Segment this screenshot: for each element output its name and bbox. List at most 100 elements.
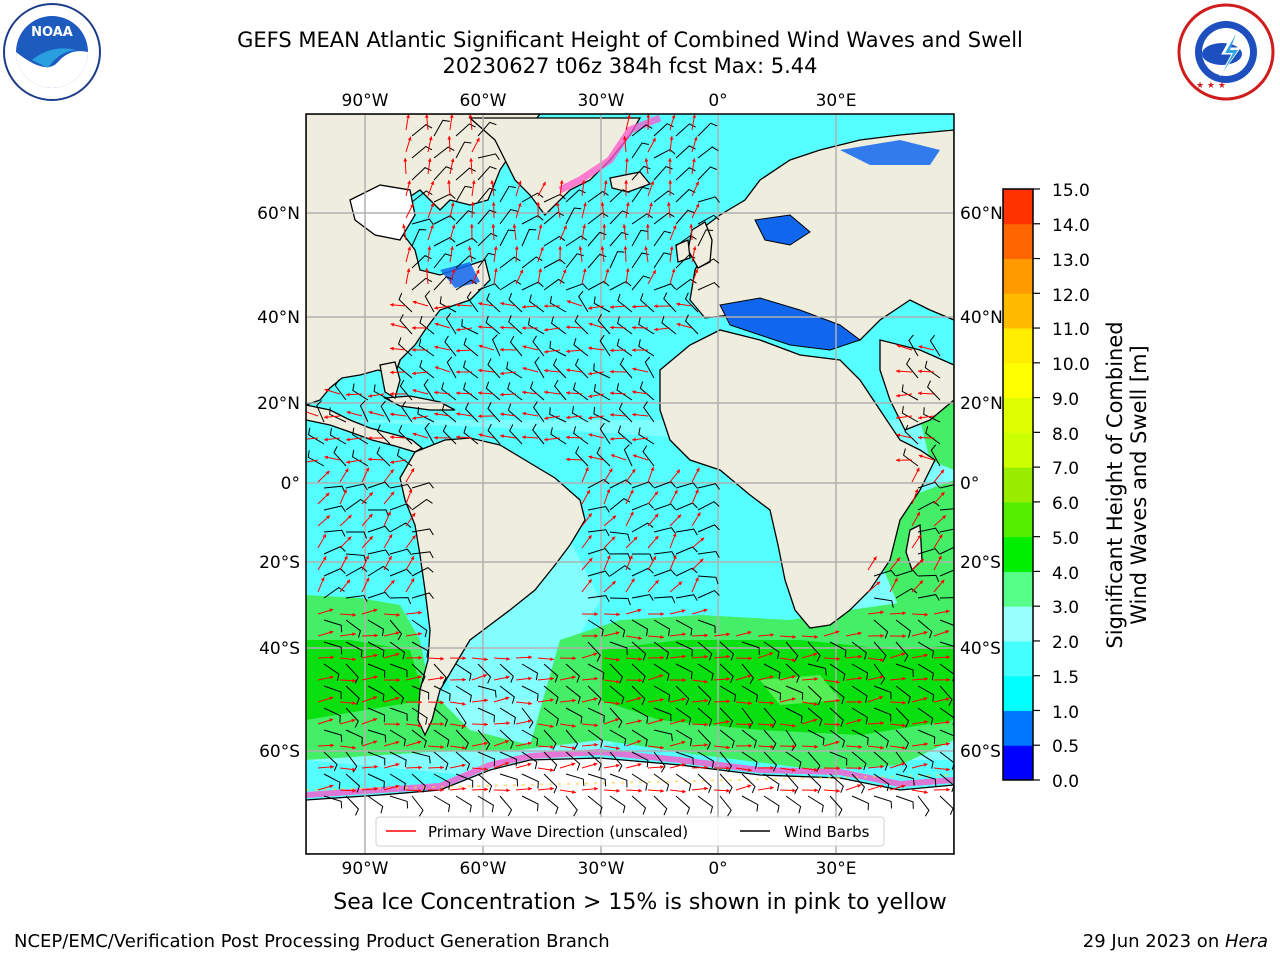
wind-barb <box>587 795 603 815</box>
wind-barb <box>565 207 582 225</box>
wind-barb <box>719 685 737 703</box>
wave-direction-arrowhead <box>484 787 488 792</box>
wave-direction-arrows <box>306 114 951 794</box>
wind-barb <box>433 237 456 247</box>
wind-barb <box>367 795 384 814</box>
wave-direction-arrowhead <box>693 136 698 141</box>
wind-barb <box>352 383 369 401</box>
wave-direction-arrowhead <box>418 655 422 660</box>
wave-direction-arrowhead <box>412 326 416 330</box>
wave-direction-arrowhead <box>506 656 510 661</box>
wind-barb <box>455 255 476 269</box>
wave-direction-arrowhead <box>572 723 576 728</box>
wave-direction-arrowhead <box>703 608 708 613</box>
wave-direction-arrowhead <box>632 454 637 458</box>
wind-barb <box>623 444 633 467</box>
wave-direction-arrowhead <box>450 202 455 207</box>
wave-direction-arrowhead <box>528 786 532 791</box>
bottom-lon-label: 30°W <box>578 859 625 879</box>
wind-barb <box>904 424 919 445</box>
wave-direction-arrowhead <box>610 369 614 374</box>
wind-barb <box>653 252 671 269</box>
right-lat-label: 20°S <box>960 553 1001 573</box>
wind-barb <box>697 550 720 558</box>
wind-barb <box>462 360 479 379</box>
wave-direction-arrowhead <box>632 437 636 442</box>
wind-barb <box>697 795 714 814</box>
wind-barb <box>675 795 691 815</box>
wind-barb <box>345 553 367 563</box>
wind-barbs <box>307 119 954 817</box>
wind-barb <box>619 357 633 379</box>
wave-direction-arrowhead <box>791 675 796 679</box>
wave-direction-arrowhead <box>320 577 325 582</box>
wind-barb <box>851 729 869 745</box>
wind-barb <box>609 685 625 705</box>
graticule <box>306 114 954 854</box>
wave-direction-arrowhead <box>365 467 370 472</box>
wind-barb <box>463 337 479 357</box>
wind-barb <box>367 685 385 702</box>
wind-barb <box>455 141 472 159</box>
wave-direction-arrowhead <box>434 345 439 350</box>
wind-barb <box>851 685 868 703</box>
wave-direction-arrowhead <box>813 718 818 723</box>
barents-sea <box>840 140 940 165</box>
wind-barb <box>433 663 447 684</box>
wave-direction-arrowhead <box>681 697 686 702</box>
wind-barb <box>741 685 759 703</box>
wave-direction-arrowhead <box>550 676 554 681</box>
wave-direction-arrowhead <box>550 745 554 749</box>
wave-direction-arrowhead <box>373 608 378 613</box>
wave-direction-arrowhead <box>901 762 906 767</box>
wave-direction-arrowhead <box>814 634 818 639</box>
wave-direction-arrowhead <box>417 740 422 745</box>
wave-direction-arrowhead <box>946 677 950 682</box>
wave-direction-arrowhead <box>726 654 730 659</box>
wave-direction-arrowhead <box>692 114 697 119</box>
wave-direction-arrowhead <box>402 224 406 228</box>
wave-direction-arrowhead <box>873 556 877 561</box>
colorbar-band <box>1003 258 1033 294</box>
wave-direction-arrowhead <box>588 322 593 327</box>
wind-barb <box>675 123 696 137</box>
wind-barb <box>895 619 911 638</box>
wind-barb <box>521 192 544 203</box>
wind-barb <box>455 685 472 703</box>
colorbar-frame <box>1002 188 1034 781</box>
wave-direction-arrowhead <box>638 678 642 683</box>
colorbar-tick-label: 14.0 <box>1052 216 1090 236</box>
wave-direction-arrowhead <box>390 491 395 496</box>
wind-barb <box>829 773 844 793</box>
wind-barb <box>442 424 457 445</box>
wind-barb <box>455 773 474 788</box>
wave-direction-arrowhead <box>483 741 488 746</box>
wind-barb <box>550 427 567 445</box>
wave-direction-arrowhead <box>748 768 752 772</box>
wave-direction-arrowhead <box>610 391 614 396</box>
wind-barb <box>617 293 633 313</box>
wave-direction-arrowhead <box>352 678 356 683</box>
wave-direction-arrowhead <box>471 180 476 184</box>
wind-barb <box>521 729 539 746</box>
wave-direction-arrowhead <box>325 492 330 497</box>
wave-direction-arrowhead <box>559 180 564 184</box>
wind-barb <box>543 795 559 815</box>
wind-barb <box>925 426 941 445</box>
wind-barb <box>534 356 545 379</box>
wave-direction-arrowhead <box>880 657 884 662</box>
wave-direction-arrowhead <box>558 246 563 250</box>
gulf-st-lawrence <box>440 262 480 288</box>
wind-barb <box>455 729 469 750</box>
wave-direction-arrowhead <box>440 676 444 680</box>
wind-barb <box>389 484 412 491</box>
wave-direction-arrowhead <box>682 789 686 794</box>
wind-barb <box>373 384 391 401</box>
wind-barb <box>380 400 391 423</box>
wave-direction-arrowhead <box>610 436 614 441</box>
wind-barb <box>917 619 933 639</box>
wind-barb <box>411 707 428 725</box>
wave-direction-arrowhead <box>695 181 699 186</box>
wind-barb <box>455 795 472 813</box>
wave-direction-arrowhead <box>368 410 373 415</box>
